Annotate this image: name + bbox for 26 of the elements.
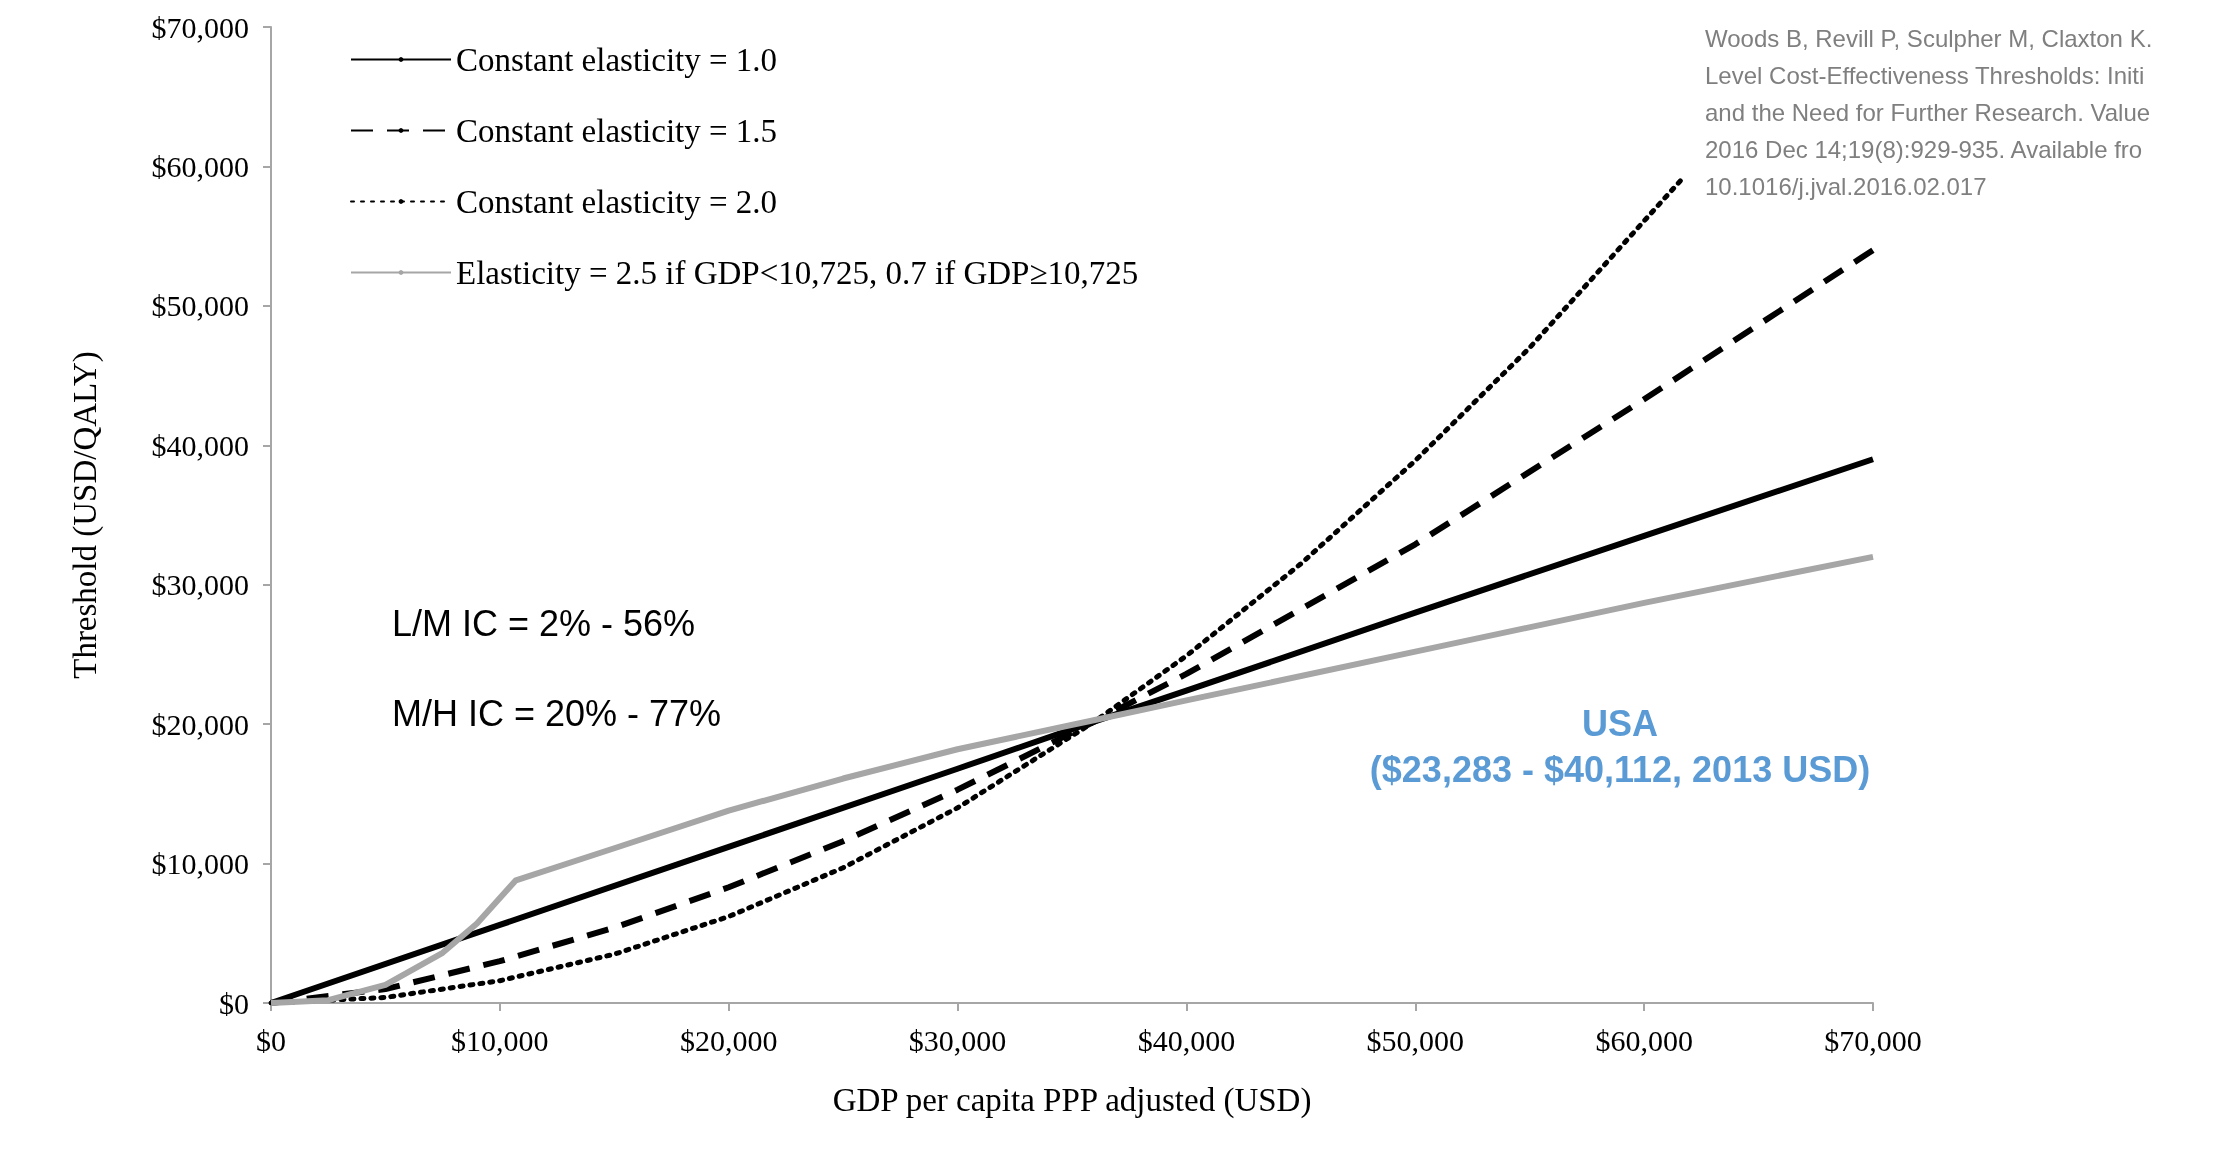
y-tick-label: $30,000 xyxy=(151,568,249,602)
annotation: M/H IC = 20% - 77% xyxy=(392,692,722,734)
x-tick-label: $60,000 xyxy=(1595,1023,1693,1057)
annotation: USA ($23,283 - $40,112, 2013 USD) xyxy=(1369,702,1871,790)
y-tick-label: $70,000 xyxy=(151,10,249,44)
y-tick-label: $60,000 xyxy=(151,149,249,183)
y-tick-label: $0 xyxy=(219,986,249,1020)
x-tick-label: $50,000 xyxy=(1366,1023,1465,1057)
legend-label: Elasticity = 2.5 if GDP<10,725, 0.7 if GDP≥10,725 xyxy=(456,254,1139,291)
x-tick-label: $70,000 xyxy=(1824,1023,1922,1057)
legend-label: Constant elasticity = 1.0 xyxy=(456,41,778,78)
annotation: L/M IC = 2% - 56% xyxy=(392,602,696,644)
legend-label: Constant elasticity = 2.0 xyxy=(456,183,778,220)
annotation: Woods B, Revill P, Sculpher M, Claxton K. Level Cost-Effectiveness Thresholds: Initi and the Need for Further Research. Value 2016 Dec 14;19(8):929-935. Available fro 10.1016/j.jval.2016.02.017 xyxy=(1705,25,2153,200)
y-tick-label: $50,000 xyxy=(151,289,249,323)
x-tick-label: $0 xyxy=(256,1023,286,1057)
x-tick-label: $10,000 xyxy=(451,1023,549,1057)
y-tick-label: $10,000 xyxy=(151,847,249,881)
y-tick-label: $20,000 xyxy=(151,707,249,741)
x-tick-label: $40,000 xyxy=(1137,1023,1236,1057)
x-tick-label: $30,000 xyxy=(908,1023,1007,1057)
x-tick-label: $20,000 xyxy=(679,1023,778,1057)
y-tick-label: $40,000 xyxy=(151,428,249,462)
y-axis-title: Threshold (USD/QALY) xyxy=(66,351,104,679)
x-axis-title: GDP per capita PPP adjusted (USD) xyxy=(832,1081,1312,1119)
legend-label: Constant elasticity = 1.5 xyxy=(456,112,778,149)
